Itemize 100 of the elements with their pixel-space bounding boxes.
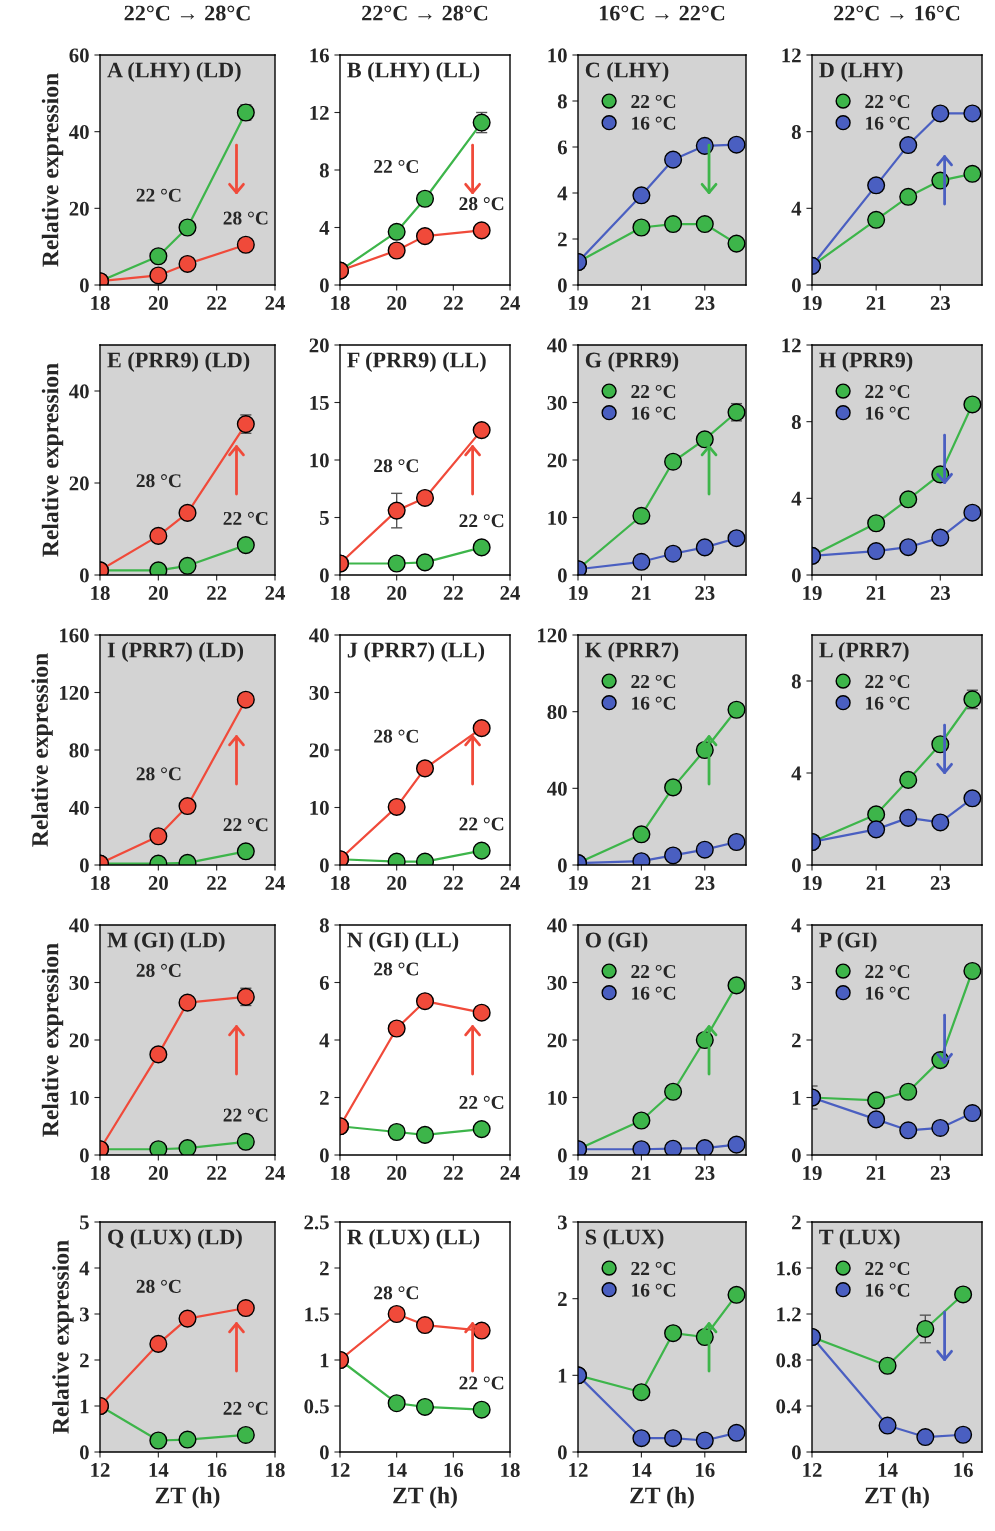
y-tick-label: 2.5: [304, 1215, 329, 1230]
point: [632, 1111, 651, 1130]
y-tick-label: 20: [547, 1033, 567, 1048]
legend-label: 22 °C: [631, 964, 676, 979]
legend-label: 22 °C: [865, 674, 910, 689]
x-tick-label: 20: [148, 296, 168, 311]
chart-title: R (LUX) (LL): [347, 1228, 480, 1250]
y-tick-label: 1: [558, 1368, 567, 1383]
legend-label: 22 °C: [631, 94, 676, 109]
point: [727, 832, 746, 852]
x-tick-label: 24: [500, 1166, 521, 1180]
y-tick-label: 4: [557, 186, 568, 201]
x-tick-label: 24: [265, 876, 286, 890]
series-label: 22 °C: [459, 1095, 504, 1109]
y-tick-label: 10: [548, 1090, 567, 1105]
chart-title: H (PRR9): [819, 351, 913, 373]
point: [727, 976, 746, 995]
point: [695, 840, 714, 859]
x-tick-label: 20: [148, 586, 168, 601]
y-tick-label: 2: [80, 1353, 89, 1368]
point: [878, 1416, 897, 1435]
chart-subtitle: 22°C → 28°C: [124, 5, 250, 21]
series-label: 28 °C: [136, 474, 181, 488]
legend-label: 22 °C: [631, 674, 676, 689]
y-axis-title: Relative expression: [41, 73, 64, 267]
point: [236, 1425, 255, 1445]
y-tick-label: 20: [309, 743, 329, 758]
series-label: 28 °C: [136, 767, 181, 781]
x-tick-label: 23: [695, 876, 715, 891]
point: [387, 241, 406, 260]
y-tick-label: 0: [319, 1445, 329, 1460]
x-tick-label: 12: [331, 1463, 350, 1477]
legend-label: 16 °C: [632, 406, 676, 420]
point: [236, 235, 255, 254]
point: [727, 1285, 746, 1304]
legend-label: 22 °C: [865, 1261, 910, 1276]
y-tick-label: 2: [320, 1090, 329, 1105]
point: [178, 1309, 197, 1328]
x-tick-label: 21: [631, 586, 651, 600]
series-label: 28 °C: [136, 963, 181, 977]
chart-subtitle: 22°C → 16°C: [834, 5, 960, 21]
legend-label: 16 °C: [866, 116, 910, 130]
point: [149, 526, 168, 545]
y-tick-label: 8: [319, 918, 329, 933]
point: [899, 1121, 918, 1140]
y-tick-label: 3: [791, 975, 801, 990]
y-tick-label: 8: [557, 94, 567, 109]
point: [664, 1082, 683, 1101]
point: [178, 503, 197, 522]
y-tick-label: 0: [557, 858, 567, 873]
y-tick-label: 60: [69, 48, 89, 63]
point: [867, 542, 886, 561]
point: [867, 1091, 886, 1110]
point: [727, 1135, 746, 1154]
point: [963, 1103, 982, 1123]
point: [963, 164, 982, 183]
series-label: 22 °C: [136, 188, 181, 202]
y-tick-label: 10: [70, 1090, 89, 1105]
y-tick-label: 2: [320, 1261, 329, 1276]
series-label: 28 °C: [374, 962, 418, 976]
point: [963, 789, 982, 808]
legend-label: 22 °C: [631, 384, 676, 399]
point: [695, 430, 714, 449]
chart-title: L (PRR7): [819, 641, 909, 663]
series-label: 28 °C: [374, 729, 418, 743]
y-tick-label: 8: [791, 125, 801, 140]
x-tick-label: 24: [265, 296, 286, 310]
x-axis-title: ZT (h): [630, 1486, 694, 1509]
y-tick-label: 4: [791, 491, 802, 506]
point: [632, 1383, 651, 1402]
point: [963, 104, 982, 123]
point: [415, 553, 435, 572]
y-tick-label: 30: [69, 975, 89, 990]
point: [899, 1082, 918, 1101]
y-tick-label: 12: [782, 338, 801, 353]
series-label: 22 °C: [223, 1108, 268, 1122]
point: [387, 1304, 406, 1324]
x-tick-label: 12: [569, 1463, 588, 1477]
point: [867, 805, 886, 824]
x-tick-label: 23: [930, 876, 951, 891]
y-tick-label: 1.2: [777, 1307, 801, 1322]
y-tick-label: 20: [69, 1033, 89, 1048]
point: [472, 841, 491, 860]
x-tick-label: 22: [443, 586, 463, 600]
point: [387, 501, 406, 520]
y-axis-title: Relative expression: [41, 363, 64, 557]
y-tick-label: 2: [792, 1033, 801, 1048]
x-tick-label: 18: [266, 1463, 285, 1478]
y-tick-label: 1.5: [305, 1307, 329, 1322]
legend-label: 28 °C: [223, 211, 268, 225]
y-tick-label: 3: [557, 1215, 567, 1230]
legend-label: 16 °C: [632, 1283, 676, 1297]
x-tick-label: 20: [387, 876, 407, 891]
y-tick-label: 1: [320, 1353, 329, 1368]
y-tick-label: 160: [60, 628, 89, 643]
point: [472, 719, 491, 738]
x-tick-label: 18: [91, 876, 110, 891]
series-label: 22 °C: [223, 511, 268, 525]
point: [415, 1397, 435, 1416]
point: [415, 992, 435, 1011]
